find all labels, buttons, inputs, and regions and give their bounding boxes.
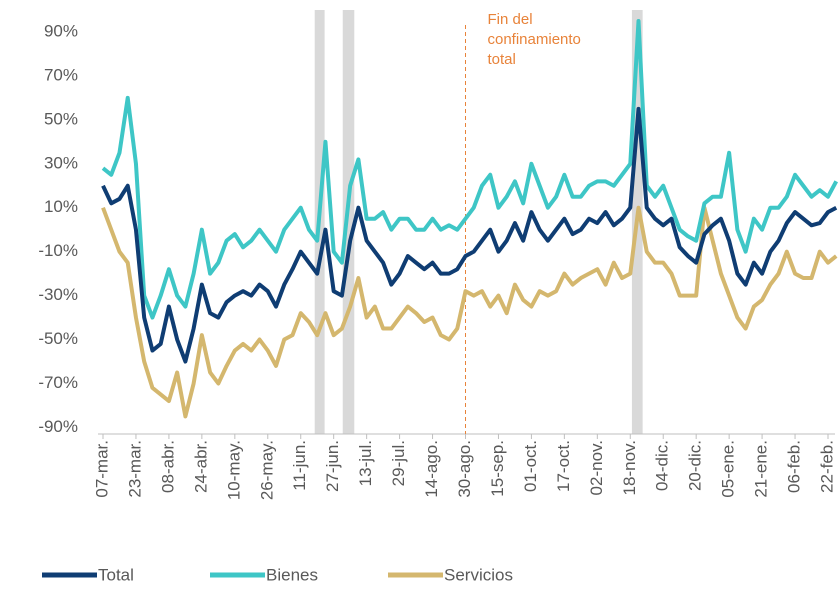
series-line — [101, 205, 838, 419]
x-tick-label: 13-jul. — [356, 440, 375, 486]
legend-label: Bienes — [266, 565, 318, 584]
x-tick-label: 26-may. — [257, 440, 276, 500]
x-tick-label: 15-sep. — [488, 440, 507, 497]
x-tick-label: 01-oct. — [521, 440, 540, 492]
y-tick-label: 70% — [44, 65, 78, 84]
x-tick-label: 10-may. — [224, 440, 243, 500]
y-tick-label: -10% — [38, 241, 78, 260]
annotation-text: total — [488, 51, 516, 68]
y-tick-label: -50% — [38, 329, 78, 348]
x-tick-label: 02-nov. — [587, 440, 606, 495]
x-tick-label: 21-ene. — [752, 440, 771, 498]
y-tick-label: 30% — [44, 153, 78, 172]
x-tick-label: 05-ene. — [719, 440, 738, 498]
x-tick-label: 17-oct. — [554, 440, 573, 492]
x-tick-label: 30-ago. — [455, 440, 474, 498]
shaded-band — [342, 10, 355, 434]
x-tick-label: 11-jun. — [290, 440, 309, 491]
series-line — [101, 18, 838, 320]
x-tick-label: 22-feb. — [817, 440, 836, 493]
x-tick-label: 08-abr. — [158, 440, 177, 493]
x-tick-label: 24-abr. — [191, 440, 210, 493]
x-tick-label: 20-dic. — [686, 440, 705, 491]
y-tick-label: 50% — [44, 109, 78, 128]
y-tick-label: 10% — [44, 197, 78, 216]
x-tick-label: 18-nov. — [620, 440, 639, 495]
legend-label: Servicios — [444, 565, 513, 584]
y-tick-label: -90% — [38, 417, 78, 436]
series-line — [101, 106, 838, 364]
x-tick-label: 29-jul. — [389, 440, 408, 486]
legend-label: Total — [98, 565, 134, 584]
annotation-text: Fin del — [488, 11, 533, 28]
y-tick-label: 90% — [44, 21, 78, 40]
x-tick-label: 06-feb. — [785, 440, 804, 493]
x-tick-label: 23-mar. — [125, 440, 144, 498]
annotation-text: confinamiento — [488, 31, 581, 48]
x-tick-label: 07-mar. — [92, 440, 111, 498]
x-tick-label: 14-ago. — [422, 440, 441, 498]
x-tick-label: 04-dic. — [653, 440, 672, 491]
y-tick-label: -70% — [38, 373, 78, 392]
y-tick-label: -30% — [38, 285, 78, 304]
x-tick-label: 27-jun. — [323, 440, 342, 492]
